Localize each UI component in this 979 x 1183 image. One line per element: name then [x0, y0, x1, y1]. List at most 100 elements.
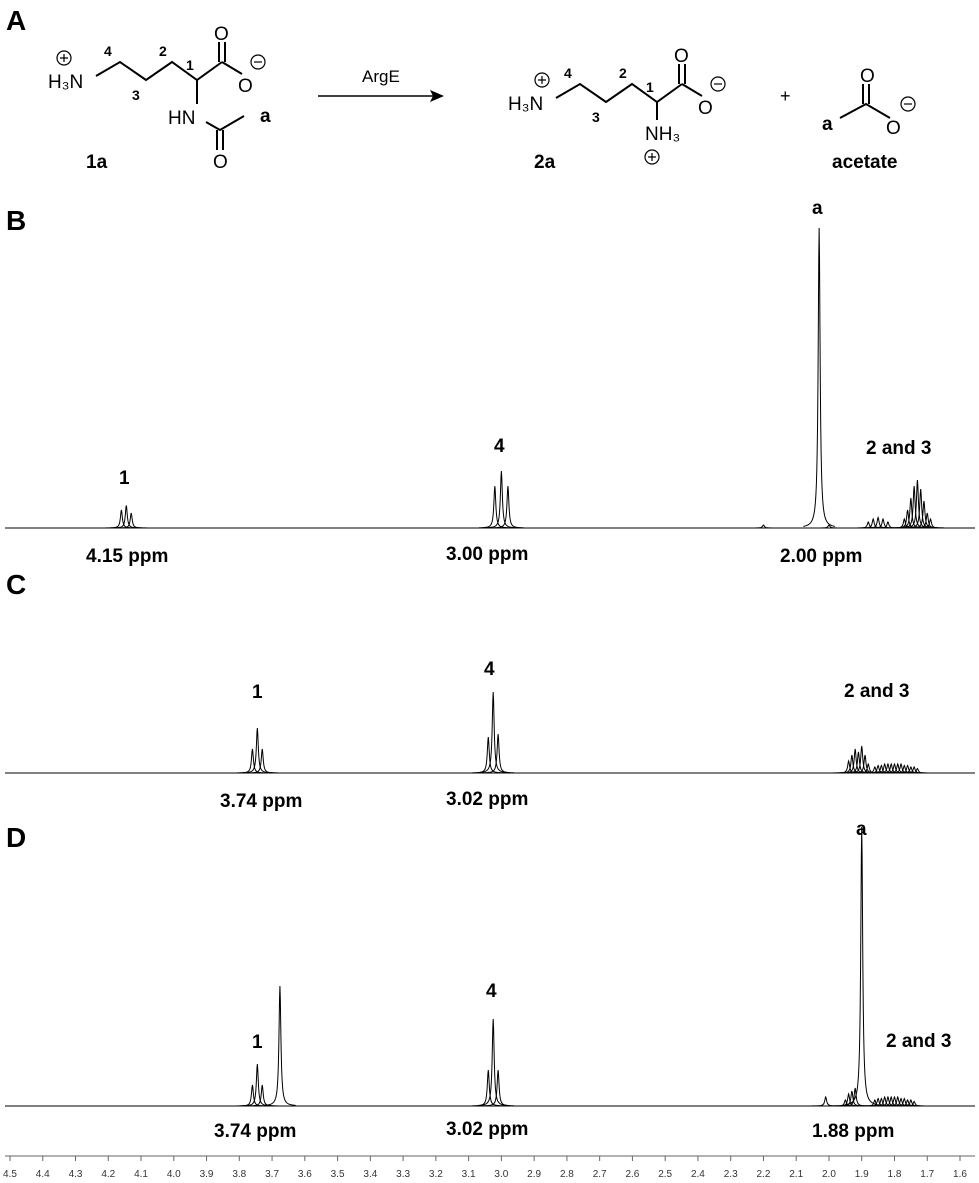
atom: O: [860, 66, 875, 87]
peak-label: 1: [252, 682, 263, 703]
atom: H₃N: [48, 72, 83, 93]
x-tick-label: 1.8: [888, 1169, 902, 1180]
x-tick-label: 1.7: [920, 1169, 934, 1180]
peak: [898, 1100, 930, 1107]
compound-name: 1a: [86, 152, 108, 173]
peak: [246, 748, 278, 774]
shift-label: 3.74 ppm: [220, 791, 302, 812]
peak-label: 4: [494, 436, 505, 457]
x-tick-label: 2.1: [789, 1169, 803, 1180]
peak: [110, 505, 143, 529]
peak-label: 2 and 3: [866, 438, 931, 459]
bond: [656, 64, 703, 120]
atom: O: [214, 24, 229, 45]
panel-label: B: [6, 205, 26, 236]
position: 3: [132, 87, 140, 103]
peak: [479, 485, 511, 529]
atom: O: [213, 152, 228, 173]
bond: [555, 82, 683, 104]
peak-label: 4: [484, 659, 495, 680]
shift-label: 3.74 ppm: [214, 1121, 296, 1142]
x-tick-label: 3.0: [494, 1169, 508, 1180]
x-tick-label: 1.6: [953, 1169, 967, 1180]
peak: [809, 1095, 842, 1107]
shift-label: 1.88 ppm: [812, 1121, 894, 1142]
peak: [246, 1084, 278, 1107]
atom: O: [238, 76, 253, 97]
x-tick-label: 2.7: [593, 1169, 607, 1180]
x-tick-label: 4.0: [167, 1169, 181, 1180]
charge: [644, 149, 660, 165]
peak: [862, 516, 894, 529]
arrow-head: [430, 90, 444, 102]
charge: [900, 96, 916, 112]
bond: [839, 84, 891, 119]
x-tick-label: 3.3: [396, 1169, 410, 1180]
position: 2: [619, 65, 627, 81]
peak: [115, 512, 147, 529]
panel-label: C: [6, 569, 26, 600]
peak: [241, 727, 274, 774]
x-tick-label: 3.7: [265, 1169, 279, 1180]
x-tick-label: 3.1: [462, 1169, 476, 1180]
position: 4: [104, 43, 112, 59]
charge: [60, 54, 68, 62]
peak: [901, 767, 934, 774]
shift-label: 4.15 ppm: [86, 546, 168, 567]
atom-label: a: [822, 114, 833, 135]
charge: [56, 50, 72, 66]
atom: O: [886, 118, 901, 139]
position: 2: [159, 43, 167, 59]
position: 3: [592, 109, 600, 125]
atom: O: [674, 46, 689, 67]
charge: [250, 54, 266, 70]
peak: [482, 733, 514, 774]
atom: NH₃: [645, 124, 680, 145]
shift-label: 3.02 ppm: [446, 789, 528, 810]
atom: H₃N: [508, 94, 543, 115]
position: 1: [646, 79, 654, 95]
bond: [95, 60, 223, 82]
shift-label: 3.00 ppm: [446, 544, 528, 565]
peak: [477, 1018, 509, 1107]
x-tick-label: 4.5: [3, 1169, 17, 1180]
peak: [492, 485, 524, 529]
x-tick-label: 2.2: [756, 1169, 770, 1180]
peak-label: 4: [486, 981, 497, 1002]
x-tick-label: 4.1: [134, 1169, 148, 1180]
atom: HN: [168, 108, 195, 129]
bond: [196, 42, 245, 150]
peak: [813, 524, 845, 529]
peak-label: 2 and 3: [844, 681, 909, 702]
x-tick-label: 3.6: [298, 1169, 312, 1180]
peak-label: 1: [252, 1032, 263, 1053]
x-tick-label: 3.5: [331, 1169, 345, 1180]
peak: [264, 985, 296, 1106]
x-tick-label: 2.3: [724, 1169, 738, 1180]
atom: O: [698, 98, 713, 119]
x-tick-label: 2.0: [822, 1169, 836, 1180]
x-tick-label: 1.9: [855, 1169, 869, 1180]
atom-label: a: [260, 106, 271, 127]
compound-name: acetate: [832, 152, 898, 173]
peak: [914, 517, 947, 529]
peak: [482, 1069, 514, 1107]
position: 1: [186, 57, 194, 73]
x-tick-label: 4.4: [36, 1169, 50, 1180]
position: 4: [564, 65, 572, 81]
panel-label: A: [6, 5, 26, 36]
x-tick-label: 2.9: [527, 1169, 541, 1180]
x-tick-label: 3.2: [429, 1169, 443, 1180]
shift-label: 2.00 ppm: [780, 546, 862, 567]
x-tick-label: 3.4: [363, 1169, 377, 1180]
charge: [534, 72, 550, 88]
peak-label: a: [812, 198, 823, 219]
charge: [648, 153, 656, 161]
acetate: a O O acetate: [822, 66, 916, 173]
peak: [485, 470, 518, 529]
plus: +: [780, 86, 791, 106]
x-tick-label: 4.2: [101, 1169, 115, 1180]
x-tick-label: 2.5: [658, 1169, 672, 1180]
x-tick-label: 3.9: [200, 1169, 214, 1180]
